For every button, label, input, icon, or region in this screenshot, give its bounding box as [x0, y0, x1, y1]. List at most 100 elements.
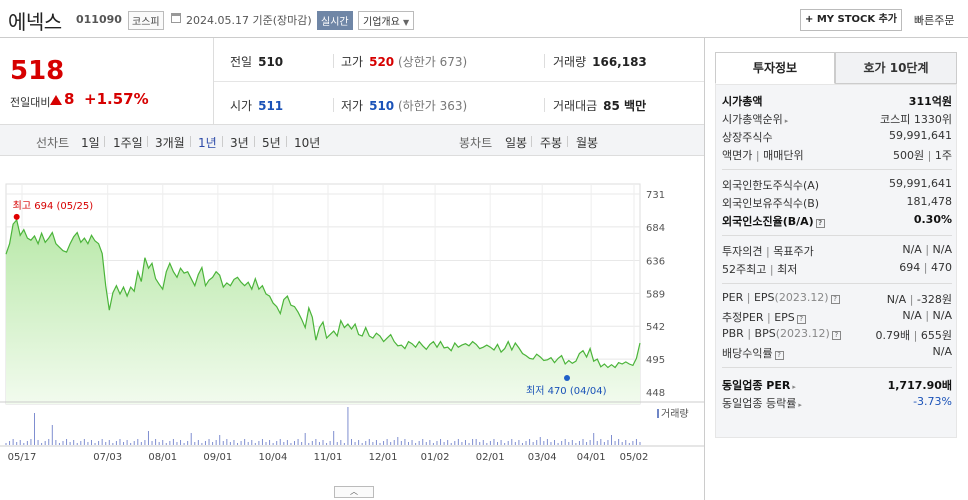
- company-overview-dropdown[interactable]: 기업개요 ▼: [358, 11, 415, 30]
- tab-investment-info[interactable]: 투자정보: [715, 52, 835, 84]
- divider: [104, 136, 105, 147]
- chevron-right-icon: ▸: [798, 401, 802, 409]
- help-icon[interactable]: ?: [796, 315, 806, 324]
- sector-change-row: 동일업종 등락률 ▸ -3.73%: [722, 395, 952, 411]
- help-icon[interactable]: ?: [831, 331, 841, 340]
- chevron-right-icon: ▸: [784, 117, 789, 125]
- tab-1y[interactable]: 1년: [198, 136, 217, 150]
- add-mystock-button[interactable]: + MY STOCK 추가: [800, 9, 902, 31]
- eps-period: (2023.12): [774, 291, 829, 304]
- market-cap-label: 시가총액: [722, 95, 763, 108]
- calendar-icon: [171, 13, 181, 23]
- up-triangle-icon: [50, 95, 62, 105]
- bps-value: 655원: [920, 329, 952, 342]
- foreign-limit-label: 외국인한도주식수(A): [722, 179, 820, 192]
- separator: |: [925, 309, 930, 322]
- per-eps-row: PER | EPS(2023.12)? N/A | -328원: [722, 291, 952, 307]
- 52week-low-value: 470: [931, 261, 952, 274]
- 52week-high-label: 52주최고: [722, 263, 767, 276]
- eps-value: -328원: [916, 293, 952, 306]
- divider: [147, 136, 148, 147]
- face-value: 500원: [893, 149, 925, 162]
- sector-per-label[interactable]: 동일업종 PER: [722, 379, 791, 392]
- foreign-limit-row: 외국인한도주식수(A) 59,991,641: [722, 177, 952, 193]
- tab-monthly[interactable]: 월봉: [576, 136, 599, 150]
- help-icon[interactable]: ?: [774, 351, 784, 360]
- 52week-low-label: 최저: [777, 263, 798, 276]
- y-tick-label: 542: [646, 322, 665, 333]
- tab-daily[interactable]: 일봉: [505, 136, 528, 150]
- bps-label: BPS: [754, 327, 776, 340]
- low-label: 저가: [341, 99, 364, 113]
- upper-limit: (상한가 673): [397, 55, 468, 69]
- tab-weekly[interactable]: 주봉: [540, 136, 563, 150]
- pbr-value: 0.79배: [875, 329, 911, 342]
- opinion-row: 투자의견 | 목표주가 N/A | N/A: [722, 243, 952, 259]
- stock-header: 에넥스 011090 코스피 2024.05.17 기준(장마감) 실시간 기업…: [0, 0, 968, 38]
- est-eps-label: EPS: [774, 311, 795, 324]
- tab-10y[interactable]: 10년: [294, 136, 321, 150]
- high-price: 고가 520 (상한가 673): [341, 53, 467, 70]
- market-cap-rank-value: 코스피 1330위: [880, 113, 952, 126]
- separator: |: [746, 291, 751, 304]
- divider: [722, 367, 952, 368]
- target-price-label: 목표주가: [773, 245, 814, 258]
- foreign-hold-row: 외국인보유주식수(B) 181,478: [722, 195, 952, 211]
- tab-1d[interactable]: 1일: [81, 136, 100, 150]
- separator: |: [913, 329, 918, 342]
- divider: [722, 283, 952, 284]
- sector-change-label[interactable]: 동일업종 등락률: [722, 397, 797, 410]
- tab-1w[interactable]: 1주일: [113, 136, 143, 150]
- y-tick-label: 448: [646, 388, 665, 399]
- stock-code: 011090: [76, 13, 122, 26]
- divider: [214, 81, 704, 82]
- face-value-row: 액면가 | 매매단위 500원 | 1주: [722, 147, 952, 163]
- y-tick-label: 589: [646, 289, 665, 300]
- x-tick-label: 03/04: [528, 452, 557, 463]
- market-cap-rank-label[interactable]: 시가총액순위: [722, 113, 783, 126]
- prev-close-label: 전일: [230, 55, 253, 69]
- separator: |: [747, 327, 752, 340]
- volume: 거래량 166,183: [553, 53, 647, 70]
- trade-unit-label: 매매단위: [763, 149, 804, 162]
- quick-order-button[interactable]: 빠른주문: [914, 14, 955, 27]
- eps-label: EPS: [753, 291, 775, 304]
- sector-per-row: 동일업종 PER ▸ 1,717.90배: [722, 377, 952, 393]
- price-summary: 518 전일대비 8 +1.57%: [0, 38, 214, 124]
- realtime-button[interactable]: 실시간: [317, 11, 353, 30]
- separator: |: [909, 293, 914, 306]
- price-chart: 731 684 636 589 542 495 448 거래량 05/17 07/03 08/0…: [0, 156, 704, 500]
- separator: |: [766, 311, 771, 324]
- x-tick-label: 09/01: [203, 452, 232, 463]
- est-per-row: 추정PER | EPS? N/A | N/A: [722, 309, 952, 325]
- help-icon[interactable]: ?: [830, 295, 840, 304]
- volume-value: 166,183: [592, 55, 647, 69]
- candle-chart-label: 봉차트: [459, 136, 493, 150]
- foreign-ratio-value: 0.30%: [913, 213, 952, 226]
- foreign-hold-value: 181,478: [906, 195, 953, 208]
- trade-amount: 거래대금 85 백만: [553, 97, 646, 114]
- x-tick-label: 07/03: [93, 452, 122, 463]
- foreign-ratio-row: 외국인소진율(B/A)? 0.30%: [722, 213, 952, 229]
- dividend-label: 배당수익률: [722, 347, 773, 360]
- tab-3y[interactable]: 3년: [230, 136, 249, 150]
- tab-5y[interactable]: 5년: [262, 136, 281, 150]
- est-per-label: 추정PER: [722, 311, 764, 324]
- investment-info-box: 시가총액 311억원 시가총액순위 ▸ 코스피 1330위 상장주식수 59,99…: [715, 84, 957, 438]
- tab-3m[interactable]: 3개월: [155, 136, 185, 150]
- tab-order-book[interactable]: 호가 10단계: [835, 52, 957, 84]
- chevron-up-icon: ︿: [350, 487, 358, 496]
- line-chart-label: 선차트: [36, 136, 70, 150]
- separator: |: [765, 245, 770, 258]
- 52week-row: 52주최고 | 최저 694 | 470: [722, 261, 952, 277]
- market-cap-row: 시가총액 311억원: [722, 93, 952, 109]
- trade-amount-value: 85 백만: [603, 99, 647, 113]
- help-icon[interactable]: ?: [815, 219, 825, 228]
- collapse-chart-button[interactable]: ︿: [334, 486, 374, 498]
- prev-close-value: 510: [258, 55, 284, 69]
- volume-label: 거래량: [553, 55, 587, 69]
- low-value: 510: [369, 99, 395, 113]
- x-tick-label: 05/02: [620, 452, 649, 463]
- divider: [190, 136, 191, 147]
- x-tick-label: 12/01: [369, 452, 398, 463]
